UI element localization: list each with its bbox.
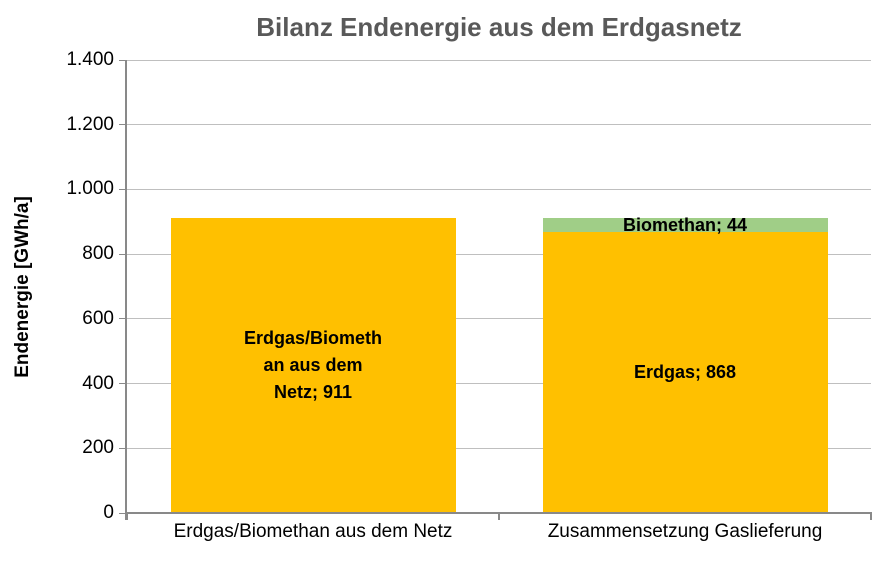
y-tick-label-0: 0 [103,502,114,523]
y-tick-label-1.000: 1.000 [66,178,114,200]
chart-title: Bilanz Endenergie aus dem Erdgasnetz [256,12,742,42]
y-tick-label-200: 200 [82,437,114,459]
y-tick-mark-1.400 [119,59,126,61]
y-tick-mark-800 [119,253,126,255]
y-tick-mark-200 [119,447,126,449]
y-tick-label-400: 400 [82,372,114,394]
x-category-label-1: Zusammensetzung Gaslieferung [547,521,823,542]
bar-segment-label-biomethan: Biomethan; 44 [622,214,748,235]
y-tick-label-1.200: 1.200 [66,113,114,135]
bar-segment-erdgas: Erdgas; 868 [542,232,828,513]
y-tick-mark-600 [119,318,126,320]
y-tick-label-800: 800 [82,243,114,265]
gridline-1.000 [127,188,871,190]
gridline-1.400 [127,59,871,61]
gridline-400 [127,383,871,385]
y-tick-mark-1.200 [119,124,126,126]
y-tick-mark-1.000 [119,188,126,190]
bar-segment-label-erdgas: Erdgas; 868 [633,362,737,383]
y-axis-title: Endenergie [GWh/a] [12,196,33,378]
y-tick-mark-400 [119,383,126,385]
x-tick-mark-1 [498,514,500,520]
y-tick-mark-0 [119,512,126,514]
y-axis-line [125,60,127,520]
gridline-200 [127,447,871,449]
x-tick-mark-0 [126,514,128,520]
bar-segment-biomethan: Biomethan; 44 [542,215,828,235]
gridline-800 [127,253,871,255]
x-category-label-0: Erdgas/Biomethan aus dem Netz [173,521,453,542]
bar-segment-erdgas-biomethan-aus-dem-netz: Erdgas/Biometh an aus dem Netz; 911 [170,218,456,513]
x-tick-mark-2 [870,514,872,520]
gridline-600 [127,318,871,320]
y-tick-label-1.400: 1.400 [66,49,114,70]
gridline-1.200 [127,124,871,126]
y-tick-label-600: 600 [82,307,114,329]
x-axis-line [125,512,872,514]
bar-segment-label-erdgas-biomethan-aus-dem-netz: Erdgas/Biometh an aus dem Netz; 911 [243,328,383,403]
